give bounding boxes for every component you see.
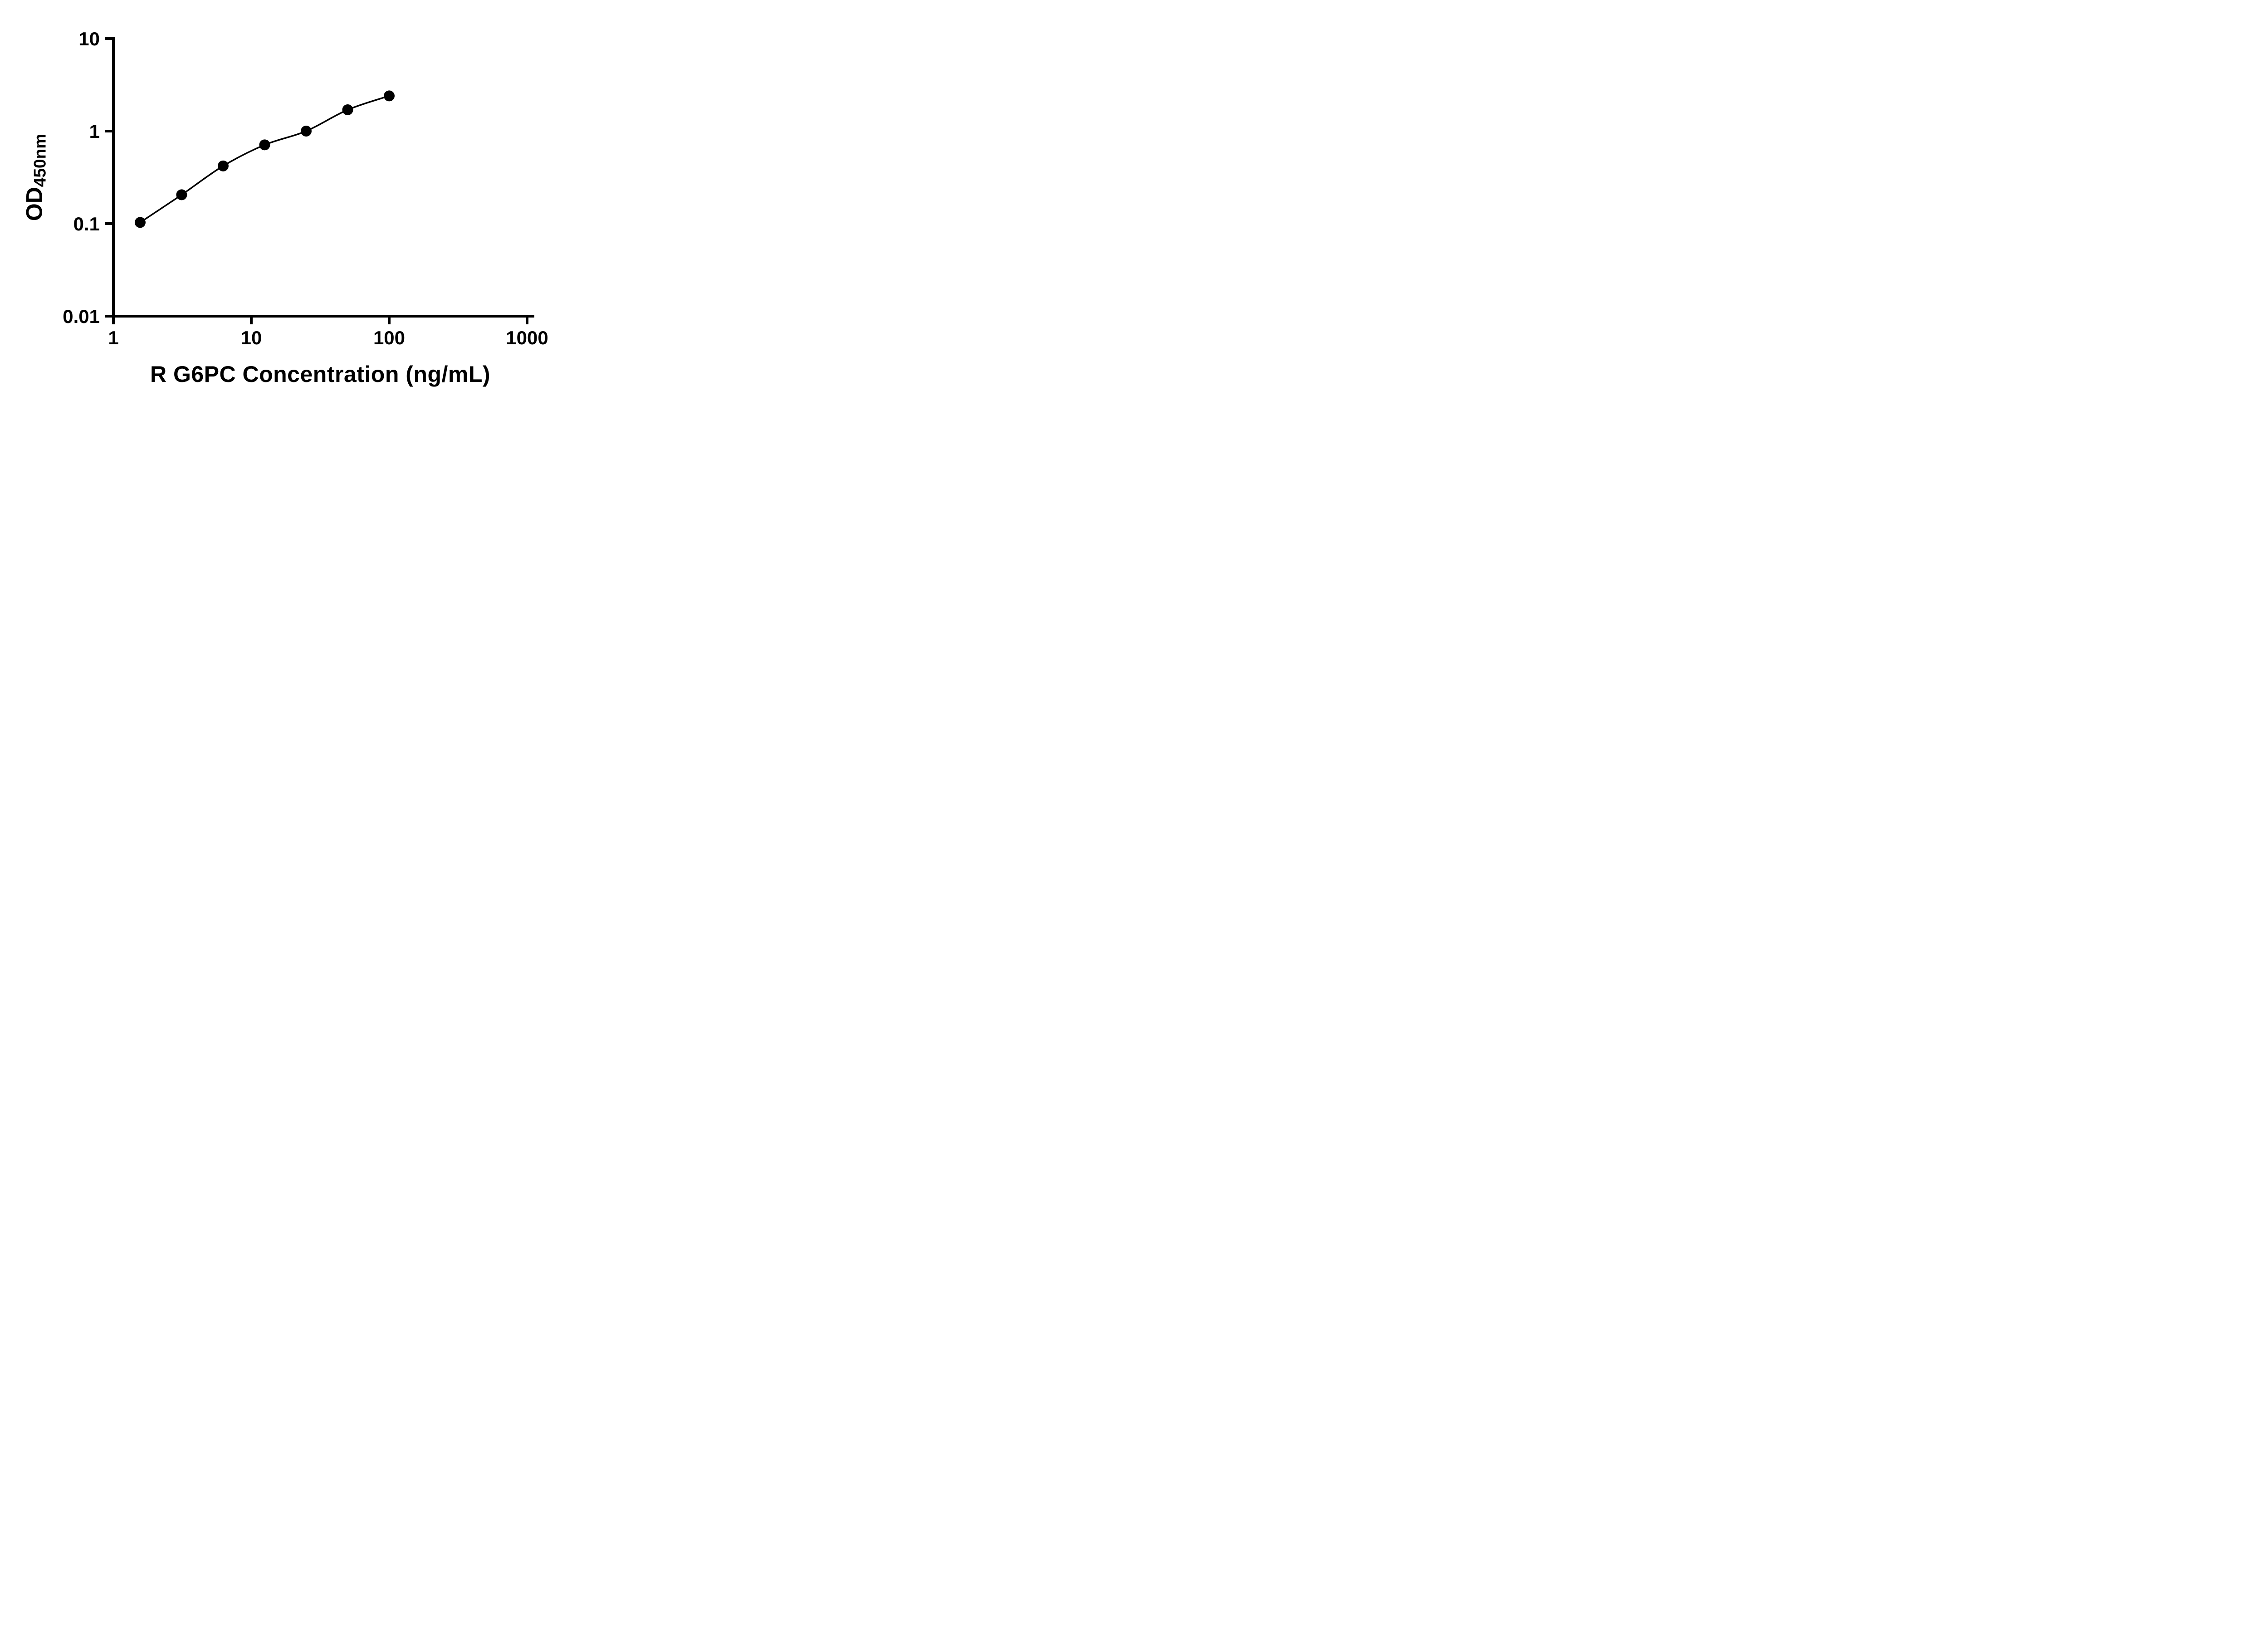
elisa-standard-curve-figure: 1 10 100 1000 0.01 0.1 1 10 R G6PC Concentratio…	[0, 0, 583, 408]
data-point	[134, 217, 146, 228]
x-tick-label: 10	[241, 327, 262, 348]
data-point	[176, 189, 187, 200]
y-tick-label: 1	[89, 121, 100, 142]
y-axis-title-subscript: 450nm	[30, 133, 49, 187]
data-point	[259, 139, 270, 151]
data-point	[342, 104, 353, 115]
y-tick-label: 10	[78, 28, 100, 49]
data-point	[384, 90, 395, 102]
y-axis-title-main: OD	[21, 187, 47, 221]
chart-plot-area: 1 10 100 1000 0.01 0.1 1 10	[63, 28, 548, 348]
y-tick-label: 0.1	[73, 213, 100, 235]
data-point	[300, 126, 312, 137]
x-tick-label: 1	[108, 327, 118, 348]
data-point	[217, 160, 229, 171]
x-tick-label: 100	[373, 327, 405, 348]
x-tick-label: 1000	[506, 327, 548, 348]
x-axis-title: R G6PC Concentration (ng/mL)	[150, 362, 491, 387]
fit-curve	[140, 95, 390, 223]
y-tick-label: 0.01	[63, 306, 100, 327]
y-axis-title: OD450nm	[21, 134, 49, 221]
